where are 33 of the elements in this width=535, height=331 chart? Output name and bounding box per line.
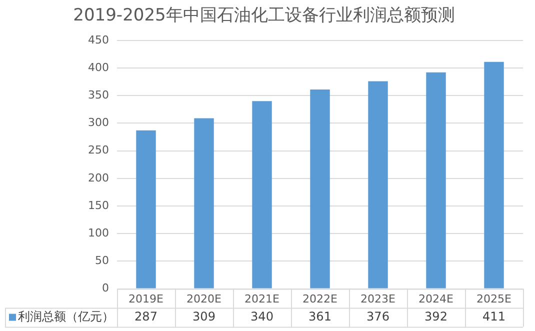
data-label: 340 <box>250 309 274 324</box>
x-tick-label: 2023E <box>360 292 396 306</box>
x-tick-label: 2025E <box>476 292 512 306</box>
bar <box>194 118 214 288</box>
data-label: 287 <box>134 309 158 324</box>
bar <box>426 72 446 288</box>
data-label: 392 <box>424 309 448 324</box>
data-label: 309 <box>192 309 216 324</box>
y-tick-label: 100 <box>88 226 109 240</box>
y-tick-label: 300 <box>88 116 109 130</box>
bar <box>252 101 272 288</box>
x-tick-label: 2019E <box>128 292 164 306</box>
x-tick-label: 2024E <box>418 292 454 306</box>
y-tick-label: 350 <box>88 88 109 102</box>
bar <box>484 62 504 288</box>
y-tick-label: 0 <box>102 282 109 295</box>
y-tick-label: 50 <box>95 254 109 268</box>
x-tick-label: 2022E <box>302 292 338 306</box>
legend-label: 利润总额（亿元） <box>18 309 114 324</box>
y-tick-label: 200 <box>88 171 109 184</box>
data-label: 361 <box>308 309 332 324</box>
data-label: 376 <box>366 309 390 324</box>
x-tick-label: 2020E <box>186 292 222 306</box>
y-tick-label: 150 <box>88 198 109 212</box>
y-tick-label: 400 <box>88 60 109 74</box>
x-tick-label: 2021E <box>244 292 280 306</box>
y-tick-label: 250 <box>88 144 109 157</box>
y-tick-label: 450 <box>88 33 109 46</box>
chart-title: 2019-2025年中国石油化工设备行业利润总额预测 <box>73 6 455 26</box>
bar <box>136 130 156 288</box>
bar <box>368 81 388 288</box>
data-label: 411 <box>482 309 506 324</box>
bar <box>310 90 330 288</box>
